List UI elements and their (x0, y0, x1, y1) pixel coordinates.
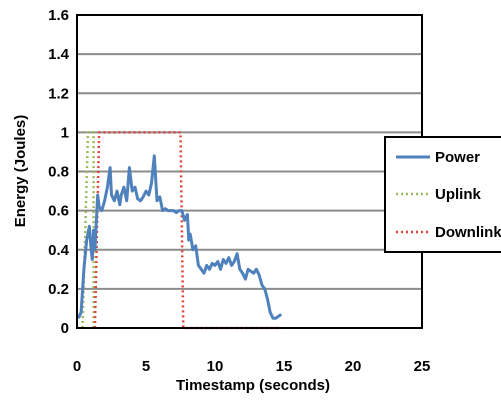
x-tick-label: 20 (345, 358, 362, 375)
x-tick-label: 10 (207, 358, 224, 375)
x-axis-ticks: 0 5 10 15 20 25 (73, 358, 431, 375)
legend-label-downlink: Downlink (435, 224, 501, 241)
x-axis-label: Timestamp (seconds) (176, 377, 330, 394)
y-tick-label: 1 (61, 124, 69, 141)
y-tick-label: 1.6 (48, 7, 69, 24)
y-tick-label: 0.6 (48, 203, 69, 220)
legend-label-uplink: Uplink (435, 186, 481, 203)
y-tick-label: 0 (61, 320, 69, 337)
legend-items: Power Uplink Downlink (396, 149, 501, 241)
x-tick-label: 5 (142, 358, 150, 375)
y-axis-label: Energy (Joules) (12, 115, 29, 228)
x-tick-label: 25 (414, 358, 431, 375)
y-tick-label: 0.4 (48, 242, 70, 259)
y-tick-label: 1.4 (48, 46, 70, 63)
y-tick-label: 0.8 (48, 164, 69, 181)
y-tick-label: 1.2 (48, 85, 69, 102)
series-layer (77, 131, 283, 330)
x-tick-label: 0 (73, 358, 81, 375)
legend-label-power: Power (435, 149, 480, 166)
x-tick-label: 15 (276, 358, 293, 375)
legend: Power Uplink Downlink (384, 136, 501, 253)
series-line-power (77, 154, 283, 320)
y-axis-ticks: 0 0.2 0.4 0.6 0.8 1 1.2 1.4 1.6 (48, 7, 70, 337)
y-tick-label: 0.2 (48, 281, 69, 298)
